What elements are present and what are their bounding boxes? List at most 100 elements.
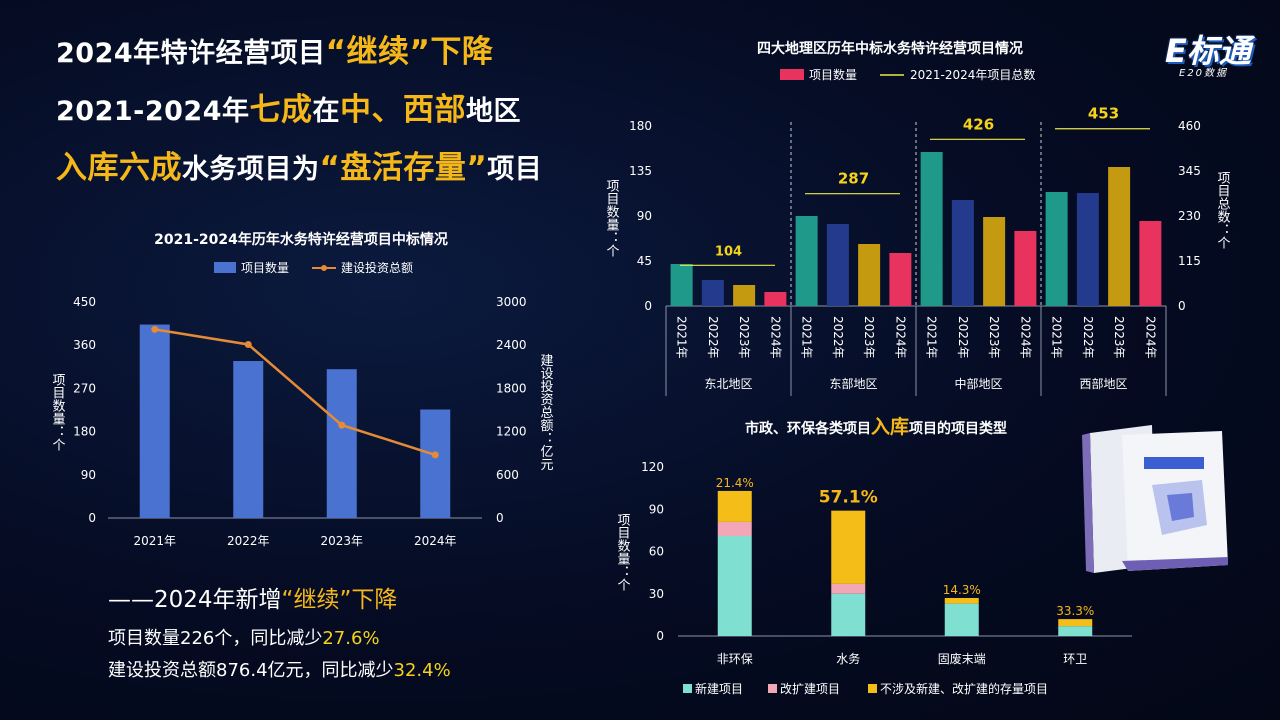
chart1-legend-line-label: 建设投资总额 — [341, 260, 413, 275]
summary-line-2: 建设投资总额876.4亿元，同比减少32.4% — [108, 656, 451, 682]
chart2-year-label: 2023年 — [987, 316, 1001, 359]
chart2-bar — [795, 216, 818, 306]
chart3-xtick-label: 非环保 — [717, 652, 753, 666]
headline-3-highlight-2: “盘活存量” — [319, 150, 488, 186]
chart2-legend: 项目数量 2021-2024年项目总数 — [780, 67, 1035, 82]
chart1-xtick-label: 2021年 — [133, 534, 176, 548]
chart3-legend-new-swatch — [683, 684, 692, 693]
chart2-bar — [733, 285, 756, 306]
chart2-bar — [764, 292, 787, 306]
chart1-ytick-label: 180 — [73, 425, 96, 439]
chart1-xtick-label: 2022年 — [227, 534, 270, 548]
chart1: 2021-2024年历年水务特许经营项目中标情况 项目数量 建设投资总额 0 90… — [50, 231, 554, 548]
chart1-ylabel: 项目数量：个 — [50, 373, 66, 451]
chart1-line-point — [431, 451, 439, 459]
chart1-xtick-label: 2024年 — [414, 534, 457, 548]
chart2-y2tick-label: 345 — [1178, 164, 1201, 178]
chart3-legend-expand-swatch — [768, 684, 777, 693]
chart3-bar-segment — [1058, 626, 1093, 636]
headline-2-highlight: 七成 — [249, 92, 313, 128]
chart1-line-point — [338, 421, 346, 429]
chart3-ytick-label: 90 — [649, 502, 664, 516]
chart2-ylabel: 项目数量：个 — [604, 179, 620, 257]
chart3-y-ticks: 0 30 60 90 120 — [641, 460, 664, 643]
chart3-title: 市政、环保各类项目入库项目的项目类型 — [745, 415, 1007, 438]
headline-1: 2024年特许经营项目“继续”下降 — [56, 26, 493, 71]
headline-1-highlight: “继续” — [325, 34, 431, 70]
chart1-xtick-label: 2023年 — [320, 534, 363, 548]
chart2-y2-ticks: 0 115 230 345 460 — [1178, 119, 1201, 313]
chart1-ytick-label: 270 — [73, 381, 96, 395]
chart2-bar — [858, 244, 881, 306]
chart3-bar-segment — [831, 583, 866, 594]
chart3-percent-label: 21.4% — [716, 476, 754, 490]
chart2-year-label: 2022年 — [956, 316, 970, 359]
chart3-title-c: 项目的项目类型 — [909, 420, 1007, 437]
chart3-xtick-label: 环卫 — [1063, 652, 1087, 666]
chart3-legend-stock-label: 不涉及新建、改扩建的存量项目 — [880, 681, 1048, 696]
chart2-region-label: 西部地区 — [1079, 376, 1127, 391]
chart2-bar — [670, 264, 693, 306]
chart2-ytick-label: 0 — [644, 299, 652, 313]
chart3-xtick-label: 固废末端 — [938, 651, 986, 666]
chart3-legend-stock-swatch — [868, 684, 877, 693]
chart2-groups: 2021年 2022年 2023年 2024年 104 东北地区 2021年 2022年 202… — [670, 105, 1162, 396]
headline-3: 入库六成水务项目为“盘活存量”项目 — [56, 142, 542, 187]
headline-2-part-e: 地区 — [466, 96, 521, 127]
chart3-xtick-label: 水务 — [836, 651, 860, 666]
chart1-y-ticks: 0 90 180 270 360 450 — [73, 295, 96, 525]
chart2-ytick-label: 180 — [629, 119, 652, 133]
chart2-region-label: 东部地区 — [829, 376, 877, 391]
chart2-year-label: 2023年 — [1112, 316, 1126, 359]
chart3-title-a: 市政、环保各类项目 — [745, 420, 871, 437]
chart2-bar — [1014, 231, 1037, 306]
chart1-y2tick-label: 1200 — [496, 425, 527, 439]
e20-logo: E标通 E20数据 — [1165, 20, 1257, 79]
chart3-bar-segment — [944, 597, 979, 604]
chart2-y-ticks: 0 45 90 135 180 — [629, 119, 652, 313]
summary-title-highlight-2: 下降 — [351, 587, 398, 613]
chart1-investment-dots — [151, 325, 439, 459]
chart3-bar-segment — [717, 536, 752, 636]
headline-3-highlight: 入库六成 — [56, 150, 182, 186]
chart2-year-label: 2024年 — [1018, 316, 1032, 359]
headline-2: 2021-2024年七成在中、西部地区 — [56, 84, 521, 129]
chart2-region-label: 中部地区 — [954, 376, 1002, 391]
summary-line-1-text: 项目数量226个，同比减少 — [108, 628, 323, 649]
chart1-line-point — [244, 340, 252, 348]
chart1-line-point — [151, 325, 159, 333]
chart1-bar — [326, 369, 357, 518]
headline-3-part-d: 项目 — [487, 154, 543, 185]
chart1-title: 2021-2024年历年水务特许经营项目中标情况 — [154, 231, 448, 248]
chart2-bar — [1076, 193, 1099, 306]
chart2-total-label: 104 — [715, 244, 742, 259]
chart2-bar — [983, 217, 1006, 306]
chart2-legend-bar-label: 项目数量 — [809, 67, 857, 82]
chart1-legend-line-dot — [321, 265, 327, 271]
chart2-title: 四大地理区历年中标水务特许经营项目情况 — [757, 40, 1023, 57]
chart3-percent-label: 57.1% — [819, 488, 878, 508]
headline-2-part-a: 2021-2024年 — [56, 96, 250, 127]
summary-line-1: 项目数量226个，同比减少27.6% — [108, 624, 380, 650]
headline-2-highlight-2: 中、西部 — [340, 92, 466, 128]
chart3-ylabel: 项目数量：个 — [615, 513, 631, 591]
chart1-y2tick-label: 2400 — [496, 338, 527, 352]
chart1-y2tick-label: 3000 — [496, 295, 527, 309]
chart2-year-label: 2021年 — [675, 316, 689, 359]
headline-2-part-c: 在 — [312, 96, 340, 127]
chart2-ytick-label: 135 — [629, 164, 652, 178]
chart1-legend-bar-label: 项目数量 — [241, 260, 289, 275]
chart2-ytick-label: 45 — [637, 254, 652, 268]
chart2-y2tick-label: 460 — [1178, 119, 1201, 133]
chart2-year-label: 2022年 — [706, 316, 720, 359]
chart1-bar — [139, 324, 170, 518]
chart1-x-labels: 2021年 2022年 2023年 2024年 — [133, 534, 456, 548]
chart1-ytick-label: 90 — [81, 468, 96, 482]
chart1-y2tick-label: 600 — [496, 468, 519, 482]
report-book-image — [1082, 425, 1228, 573]
summary-title-a: ——2024年新增 — [108, 587, 282, 613]
chart2-bar — [826, 224, 849, 306]
chart3-ytick-label: 30 — [649, 587, 664, 601]
chart3-bar-segment — [717, 490, 752, 522]
